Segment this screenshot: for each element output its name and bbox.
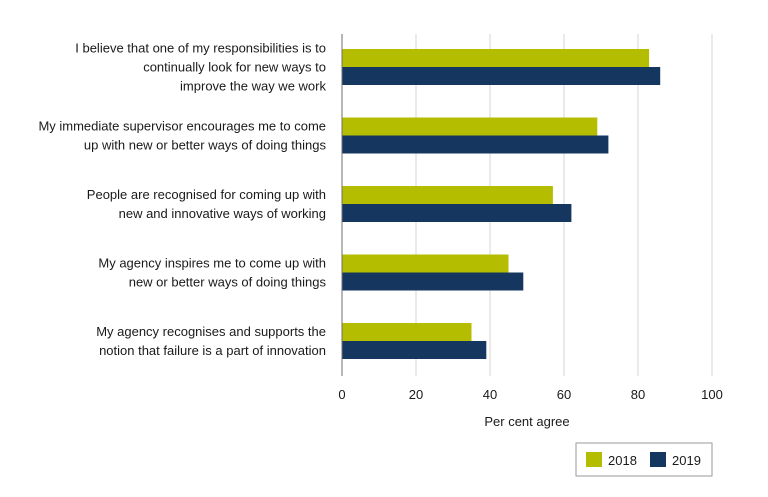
category-label: My agency inspires me to come up with (98, 256, 326, 271)
legend: 2018 2019 (575, 442, 713, 477)
x-tick-label: 40 (483, 387, 497, 402)
x-tick-label: 100 (701, 387, 723, 402)
category-label: My immediate supervisor encourages me to… (38, 119, 326, 134)
x-tick-label: 80 (631, 387, 645, 402)
x-axis: 0 20 40 60 80 100 (338, 34, 723, 402)
bars (342, 49, 661, 359)
bar-2019-3 (342, 204, 572, 222)
category-label: improve the way we work (180, 79, 326, 94)
legend-swatch-2018 (586, 452, 602, 467)
legend-label-2018: 2018 (608, 453, 637, 468)
x-tick-label: 60 (557, 387, 571, 402)
legend-label-2019: 2019 (672, 453, 701, 468)
x-tick-label: 0 (338, 387, 345, 402)
category-label: I believe that one of my responsibilitie… (75, 41, 326, 56)
category-label: new or better ways of doing things (129, 275, 327, 290)
bar-2018-4 (342, 254, 509, 273)
legend-swatch-2019 (650, 452, 666, 467)
x-axis-title: Per cent agree (484, 414, 569, 429)
category-label: up with new or better ways of doing thin… (84, 138, 327, 153)
bar-2018-2 (342, 117, 598, 136)
category-label: continually look for new ways to (143, 60, 326, 75)
bar-2019-2 (342, 135, 609, 154)
category-label: People are recognised for coming up with (87, 187, 326, 202)
category-label: new and innovative ways of working (119, 206, 326, 221)
category-label: notion that failure is a part of innovat… (99, 343, 326, 358)
x-tick-label: 20 (409, 387, 423, 402)
category-label: My agency recognises and supports the (96, 324, 326, 339)
category-labels: I believe that one of my responsibilitie… (38, 41, 326, 359)
bar-2019-1 (342, 67, 661, 85)
bar-2018-1 (342, 49, 650, 67)
bar-2019-5 (342, 341, 487, 359)
bar-2018-5 (342, 323, 472, 341)
bar-2018-3 (342, 186, 553, 204)
bar-2019-4 (342, 272, 524, 291)
